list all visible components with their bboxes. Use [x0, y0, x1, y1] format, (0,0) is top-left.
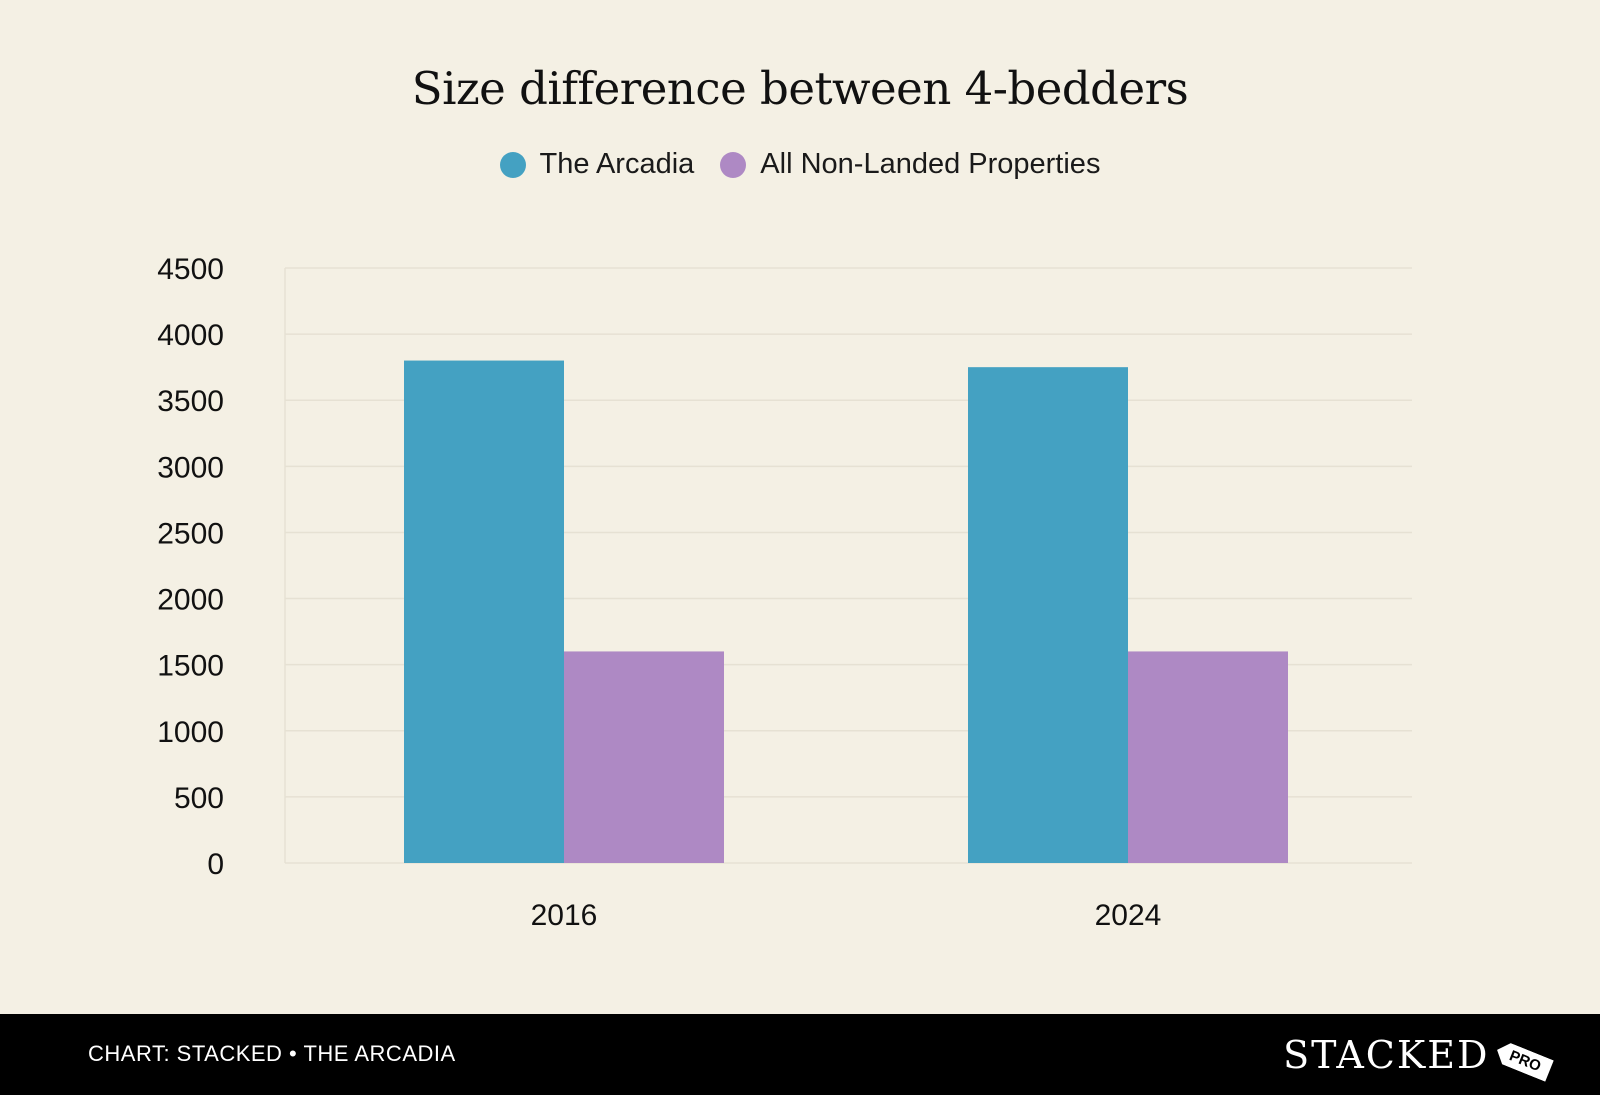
y-axis-ticks: 0 500 1000 1500 2000 2500 3000 3500 4000 4500: [157, 253, 224, 881]
legend-item-non-landed: All Non-Landed Properties: [720, 148, 1100, 181]
bar-chart: 0 500 1000 1500 2000 2500 3000 3500 4000 4500 201…: [157, 253, 1412, 932]
y-tick-label: 2000: [157, 584, 224, 617]
footer: CHART: STACKED • THE ARCADIA STACKED PRO: [0, 1014, 1600, 1095]
y-tick-label: 4500: [157, 253, 224, 286]
footer-credit: CHART: STACKED • THE ARCADIA: [88, 1041, 456, 1066]
bar-2016-arcadia: [404, 360, 564, 863]
logo-pro-badge: PRO: [1493, 1039, 1554, 1081]
bar-2016-non-landed: [564, 651, 724, 863]
bar-2024-arcadia: [968, 367, 1128, 863]
x-axis-ticks: 2016 2024: [531, 899, 1162, 932]
y-tick-label: 0: [207, 848, 224, 881]
y-tick-label: 1500: [157, 650, 224, 683]
y-tick-label: 2500: [157, 517, 224, 550]
y-tick-label: 3000: [157, 451, 224, 484]
y-tick-label: 500: [174, 782, 224, 815]
y-tick-label: 3500: [157, 385, 224, 418]
chart-title: Size difference between 4-bedders: [411, 62, 1189, 115]
legend: The Arcadia All Non-Landed Properties: [0, 148, 1600, 181]
y-tick-label: 1000: [157, 716, 224, 749]
legend-swatch-arcadia: [499, 151, 526, 178]
bars: [404, 360, 1288, 863]
logo-text: STACKED: [1283, 1033, 1490, 1077]
x-tick-label: 2024: [1095, 899, 1162, 932]
y-tick-label: 4000: [157, 319, 224, 352]
legend-label-non-landed: All Non-Landed Properties: [760, 148, 1101, 180]
legend-label-arcadia: The Arcadia: [539, 148, 695, 180]
legend-item-arcadia: The Arcadia: [499, 148, 695, 181]
x-tick-label: 2016: [531, 899, 598, 932]
legend-swatch-non-landed: [720, 151, 747, 178]
stacked-logo: STACKED PRO: [1283, 1030, 1552, 1080]
bar-2024-non-landed: [1128, 651, 1288, 863]
